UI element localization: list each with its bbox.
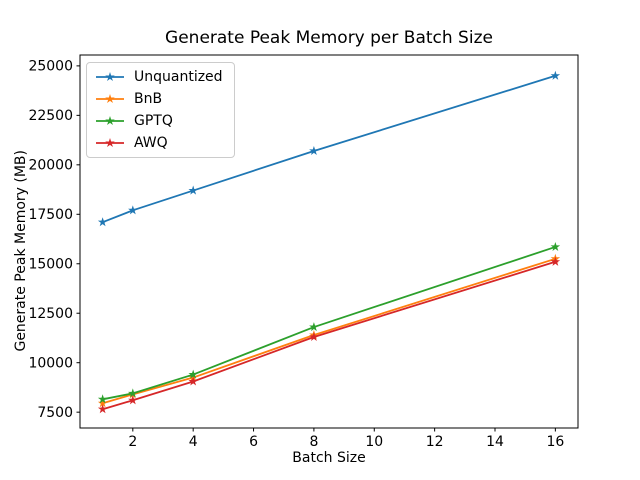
x-tick-label: 12	[426, 434, 444, 450]
legend-line-sample-icon	[96, 94, 124, 104]
marker-star-icon	[128, 205, 138, 215]
marker-star-icon	[105, 116, 115, 126]
y-tick-label: 10000	[28, 355, 73, 371]
legend-line-sample-icon	[96, 116, 124, 126]
x-axis-ticks: 2 4 6 8 10 12 14 16	[128, 428, 564, 450]
legend-item-gptq: GPTQ	[95, 112, 223, 130]
legend-label: GPTQ	[134, 113, 173, 129]
marker-star-icon	[188, 185, 198, 195]
x-tick-label: 8	[309, 434, 318, 450]
marker-star-icon	[128, 395, 138, 405]
marker-star-icon	[309, 322, 319, 332]
legend: Unquantized BnB GPTQ AWQ	[86, 62, 235, 158]
marker-star-icon	[105, 138, 115, 148]
marker-star-icon	[97, 404, 108, 414]
legend-label: Unquantized	[134, 69, 223, 85]
y-axis-ticks: 7500 10000 12500 15000 17500 20000 22500 25000	[28, 59, 80, 421]
x-axis-label: Batch Size	[292, 450, 366, 466]
marker-star-icon	[188, 369, 198, 379]
legend-item-awq: AWQ	[95, 134, 223, 152]
marker-star-icon	[128, 388, 138, 398]
y-tick-label: 20000	[28, 157, 73, 173]
x-tick-label: 10	[365, 434, 383, 450]
legend-label: AWQ	[134, 135, 168, 151]
legend-item-bnb: BnB	[95, 90, 223, 108]
marker-star-icon	[550, 241, 561, 251]
y-tick-label: 17500	[28, 207, 73, 223]
y-tick-label: 22500	[28, 108, 73, 124]
y-tick-label: 7500	[37, 405, 73, 421]
y-tick-label: 15000	[28, 256, 73, 272]
marker-star-icon	[97, 394, 108, 404]
marker-star-icon	[105, 72, 115, 82]
y-tick-label: 12500	[28, 306, 73, 322]
marker-star-icon	[550, 70, 561, 80]
chart-title: Generate Peak Memory per Batch Size	[165, 28, 493, 48]
series-awq	[97, 256, 561, 414]
y-tick-label: 25000	[28, 59, 73, 75]
marker-star-icon	[188, 376, 198, 386]
marker-star-icon	[550, 256, 561, 266]
marker-star-icon	[309, 331, 319, 342]
x-tick-label: 6	[249, 434, 258, 450]
series-unquantized	[97, 70, 561, 227]
x-tick-label: 4	[189, 434, 198, 450]
marker-star-icon	[97, 398, 108, 408]
x-tick-label: 14	[486, 434, 504, 450]
legend-label: BnB	[134, 91, 163, 107]
series-gptq	[97, 241, 561, 404]
legend-line-sample-icon	[96, 138, 124, 148]
legend-line-sample-icon	[96, 72, 124, 82]
x-tick-label: 2	[128, 434, 137, 450]
marker-star-icon	[105, 94, 115, 104]
x-tick-label: 16	[546, 434, 564, 450]
marker-star-icon	[97, 217, 108, 227]
marker-star-icon	[309, 145, 319, 156]
legend-item-unquantized: Unquantized	[95, 68, 223, 86]
